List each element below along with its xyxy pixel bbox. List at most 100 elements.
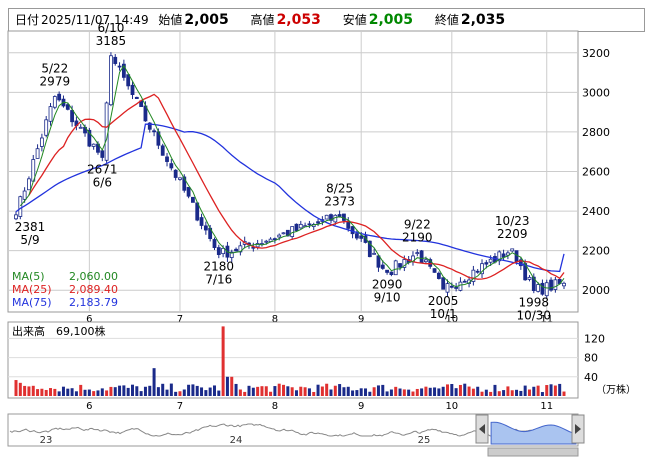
volume-bar [83,389,87,396]
candle-body [518,259,523,267]
candle-body [354,233,359,239]
ma25-line [28,93,565,280]
candle-body [121,63,126,78]
volume-bar [100,388,104,396]
volume-bar [187,384,191,396]
volume-bar [549,384,553,396]
close-value: 2,035 [460,12,506,28]
candle-body [488,258,493,263]
volume-bar [118,385,122,396]
candle-body [18,196,23,217]
volume-bar [450,383,454,396]
volume-bar [389,389,393,396]
annotation-price: 2671 [87,162,118,176]
candle-body [497,251,502,262]
volume-bar [558,383,562,396]
navigator-selection[interactable] [490,421,577,445]
volume-bar [476,386,480,396]
high-value: 2,053 [276,12,321,28]
candle-body [445,283,450,293]
annotation-date: 5/22 [41,62,68,76]
candle-body [57,93,62,101]
volume-bar [96,390,100,396]
volume-axis: 40 80 120 [584,332,605,383]
volume-bar [178,391,182,396]
candle-body [91,143,96,147]
volume-bar [497,391,501,396]
price-tick-label: 2200 [582,245,610,258]
volume-bar [234,383,238,396]
month-label: 8 [272,401,278,412]
candle-body [454,287,459,289]
volume-bar [221,326,225,396]
date-label: 日付 [15,13,40,27]
volume-bar [61,386,65,396]
volume-bar [57,391,61,396]
month-axis-row: 6 7 8 9 10 11 [86,314,553,325]
price-tick-label: 2800 [582,126,610,139]
volume-bar [36,389,40,396]
volume-bar [445,384,449,396]
price-tick-label: 3000 [582,86,610,99]
volume-bar [264,386,268,396]
volume-bar [428,387,432,396]
candle-body [52,96,57,108]
candle-body [100,150,105,158]
annotation-price: 2190 [402,231,433,245]
candle-body [48,106,53,122]
volume-bar [527,389,531,396]
candle-body [380,264,385,269]
navigator-scrollbar[interactable] [487,447,579,457]
volume-bar [195,385,199,396]
volume-bar [307,388,311,396]
annotation-date: 5/9 [20,233,39,247]
volume-bar [169,383,173,396]
candle-body [549,279,553,291]
candle-body [147,122,152,130]
ma-legend-value: 2,060.00 [69,270,118,283]
annotation-price: 2209 [497,227,528,241]
ma-legend-name: MA(5) [12,270,45,283]
candle-body [324,214,329,220]
volume-bar [238,389,242,396]
volume-bar [109,386,113,396]
volume-bar [31,385,35,396]
price-tick-label: 2000 [582,284,610,297]
volume-bar [14,380,18,396]
volume-bar [424,386,428,396]
price-header: 日付 2025/11/07 14:49 始値 2,005 高値 2,053 安値 2,0… [8,8,645,32]
open-value: 2,005 [184,12,229,28]
candle-body [367,240,372,258]
month-label: 10 [445,314,458,325]
candle-body [458,281,463,291]
navigator-left-handle[interactable] [475,414,489,444]
candle-body [510,248,515,252]
volume-bar [420,388,424,396]
candle-body [562,282,566,287]
candle-body [35,148,40,159]
volume-bar [182,389,186,396]
volume-bar [333,385,337,396]
volume-tick-label: 120 [584,332,605,345]
candle-body [376,255,381,268]
volume-bar [316,384,320,396]
candle-body [329,214,333,221]
candle-body [402,259,407,268]
volume-bar [208,387,212,396]
navigator-right-handle[interactable] [571,414,585,444]
volume-bar [79,384,83,396]
annotation-price: 2005 [428,294,459,308]
candle-body [298,223,303,229]
candle-body [290,226,295,237]
volume-bar [545,385,549,396]
volume-bar [269,391,273,396]
candle-body [203,225,208,231]
volume-bar [148,385,152,396]
ma-legend-value: 2,183.79 [69,296,118,309]
low-value: 2,005 [368,12,413,28]
volume-bar [23,385,27,396]
ma5-line [19,64,565,289]
volume-unit: （万株） [596,383,636,396]
price-axis: 2000 2200 2400 2600 2800 3000 3200 [582,47,610,297]
candle-body [393,260,398,276]
